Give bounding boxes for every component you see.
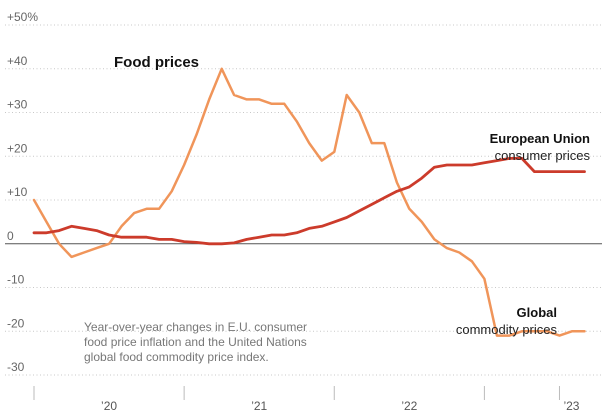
note-line-2: food price inflation and the United Nati…: [84, 335, 307, 349]
y-tick-label: -30: [7, 360, 25, 374]
global-series-label-sub: commodity prices: [456, 322, 558, 337]
note-line-3: global food commodity price index.: [84, 350, 269, 364]
global-commodity-line: [32, 67, 586, 337]
y-axis-ticks: +50% +40 +30 +20 +10 0 -10 -20 -30: [7, 10, 38, 374]
y-tick-label: +50%: [7, 10, 38, 24]
eu-series-label-bold: European Union: [490, 131, 590, 146]
y-tick-label: +20: [7, 141, 28, 155]
y-tick-label: -10: [7, 273, 25, 287]
y-tick-label: +40: [7, 54, 28, 68]
series-layer: [32, 67, 586, 337]
x-tick-label: ’20: [101, 399, 117, 413]
y-tick-label: +30: [7, 98, 28, 112]
x-tick-label: ’21: [251, 399, 267, 413]
y-tick-label: 0: [7, 229, 14, 243]
eu-series-label-sub: consumer prices: [495, 148, 591, 163]
x-tick-label: ’22: [401, 399, 417, 413]
note-line-1: Year-over-year changes in E.U. consumer: [84, 320, 307, 334]
grid-layer: [5, 24, 602, 376]
y-tick-label: -20: [7, 316, 25, 330]
y-tick-label: +10: [7, 185, 28, 199]
x-axis-ticks: ’20 ’21 ’22 ’23: [33, 386, 580, 413]
x-tick-label: ’23: [563, 399, 579, 413]
global-series-label-bold: Global: [517, 305, 557, 320]
eu-consumer-line: [32, 156, 586, 246]
chart-title: Food prices: [114, 54, 199, 71]
